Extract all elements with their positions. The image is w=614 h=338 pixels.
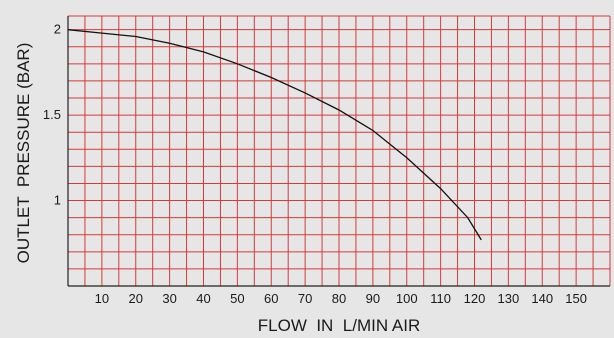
x-tick-label: 120 <box>464 291 486 306</box>
series-group <box>67 29 482 241</box>
y-tick-label: 2 <box>54 22 61 37</box>
x-tick-label: 130 <box>498 291 520 306</box>
y-tick-label: 1.5 <box>43 107 61 122</box>
x-tick-label: 70 <box>298 291 312 306</box>
x-tick-label: 50 <box>230 291 244 306</box>
x-tick-label: 80 <box>332 291 346 306</box>
series-line <box>67 29 482 241</box>
y-tick-label: 1 <box>54 193 61 208</box>
x-tick-label: 60 <box>264 291 278 306</box>
x-tick-label: 90 <box>366 291 380 306</box>
x-tick-label: 40 <box>196 291 210 306</box>
chart-grid <box>67 15 611 287</box>
x-tick-label: 30 <box>162 291 176 306</box>
x-tick-label: 110 <box>430 291 451 306</box>
tick-labels: 10 20 30 40 50 60 70 80 90 100 110 120 130 140 150 2 1.5… <box>43 22 587 306</box>
x-tick-label: 100 <box>396 291 418 306</box>
x-tick-label: 10 <box>95 291 109 306</box>
x-axis-title: FLOW IN L/MIN AIR <box>258 316 420 335</box>
y-axis-title: OUTLET PRESSURE (BAR) <box>14 43 33 264</box>
x-tick-label: 150 <box>565 291 587 306</box>
x-tick-label: 140 <box>531 291 553 306</box>
x-tick-label: 20 <box>129 291 143 306</box>
